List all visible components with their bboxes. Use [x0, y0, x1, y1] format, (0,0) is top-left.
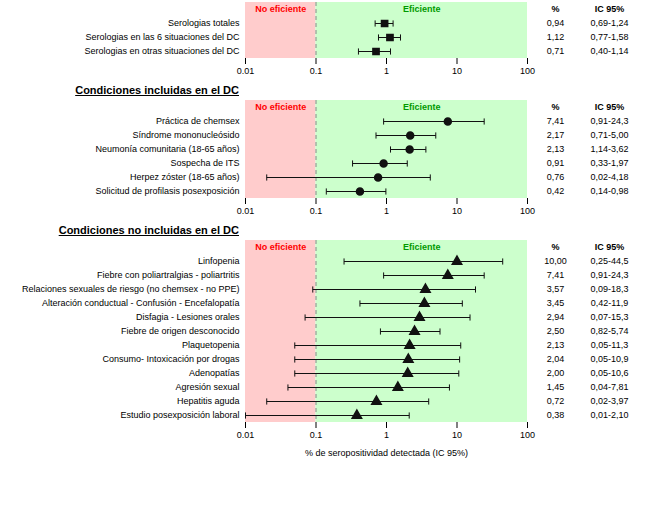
svg-text:1: 1 — [384, 66, 389, 76]
svg-text:0,25-44,5: 0,25-44,5 — [590, 256, 628, 266]
svg-text:100: 100 — [520, 430, 535, 440]
svg-text:7,41: 7,41 — [547, 116, 565, 126]
svg-text:Fiebre de origen desconocido: Fiebre de origen desconocido — [121, 326, 240, 336]
svg-text:0,42-11,9: 0,42-11,9 — [591, 298, 628, 308]
svg-text:Práctica de chemsex: Práctica de chemsex — [156, 116, 240, 126]
svg-text:1,45: 1,45 — [547, 382, 565, 392]
svg-text:Linfopenia: Linfopenia — [198, 256, 240, 266]
svg-text:Fiebre con poliartralgias - po: Fiebre con poliartralgias - poliartritis — [97, 270, 240, 280]
svg-text:0.1: 0.1 — [310, 430, 323, 440]
svg-text:0,69-1,24: 0,69-1,24 — [590, 18, 628, 28]
svg-text:%: % — [551, 242, 559, 252]
svg-text:IC 95%: IC 95% — [595, 102, 625, 112]
svg-text:2,04: 2,04 — [547, 354, 565, 364]
svg-text:0,04-7,81: 0,04-7,81 — [590, 382, 628, 392]
svg-text:0,01-2,10: 0,01-2,10 — [590, 410, 628, 420]
svg-text:0,09-18,3: 0,09-18,3 — [590, 284, 628, 294]
svg-text:0.1: 0.1 — [310, 66, 323, 76]
svg-text:Relaciones sexuales de riesgo: Relaciones sexuales de riesgo (no chemse… — [22, 284, 240, 294]
svg-text:10: 10 — [452, 206, 462, 216]
svg-text:0.1: 0.1 — [310, 206, 323, 216]
svg-text:2,13: 2,13 — [547, 144, 565, 154]
svg-text:0,72: 0,72 — [547, 396, 565, 406]
svg-text:Serologias totales: Serologias totales — [168, 18, 240, 28]
svg-text:0,05-10,9: 0,05-10,9 — [590, 354, 628, 364]
svg-text:No eficiente: No eficiente — [255, 242, 306, 252]
svg-text:IC 95%: IC 95% — [595, 4, 625, 14]
svg-text:0,05-11,3: 0,05-11,3 — [591, 340, 628, 350]
svg-text:2,00: 2,00 — [547, 368, 565, 378]
svg-text:Adenopatías: Adenopatías — [189, 368, 240, 378]
svg-text:100: 100 — [520, 66, 535, 76]
svg-text:% de seropositividad detectada: % de seropositividad detectada (IC 95%) — [305, 448, 468, 458]
svg-text:0,71-5,00: 0,71-5,00 — [590, 130, 628, 140]
svg-text:No eficiente: No eficiente — [255, 102, 306, 112]
svg-text:1,12: 1,12 — [547, 32, 565, 42]
svg-text:Plaquetopenia: Plaquetopenia — [182, 340, 240, 350]
svg-text:IC 95%: IC 95% — [595, 242, 625, 252]
html-text:Condiciones incluidas en el DC: Condiciones incluidas en el DC — [75, 84, 239, 96]
svg-text:0,40-1,14: 0,40-1,14 — [590, 46, 628, 56]
svg-text:0,02-3,97: 0,02-3,97 — [590, 396, 628, 406]
svg-text:0,07-15,3: 0,07-15,3 — [590, 312, 628, 322]
svg-text:Serologias en las 6 situacione: Serologias en las 6 situaciones del DC — [85, 32, 240, 42]
svg-text:Sospecha de ITS: Sospecha de ITS — [170, 158, 239, 168]
svg-text:Solicitud de profilasis posexp: Solicitud de profilasis posexposición — [95, 186, 239, 196]
svg-text:Disfagia - Lesiones orales: Disfagia - Lesiones orales — [136, 312, 240, 322]
svg-text:0,02-4,18: 0,02-4,18 — [590, 172, 628, 182]
svg-text:0,42: 0,42 — [547, 186, 565, 196]
svg-text:0,77-1,58: 0,77-1,58 — [590, 32, 628, 42]
svg-text:0,14-0,98: 0,14-0,98 — [590, 186, 628, 196]
svg-text:Hepatitis aguda: Hepatitis aguda — [177, 396, 240, 406]
svg-text:Alteración conductual - Confus: Alteración conductual - Confusión - Ence… — [42, 298, 240, 308]
svg-text:0,82-5,74: 0,82-5,74 — [590, 326, 628, 336]
svg-text:7,41: 7,41 — [547, 270, 565, 280]
svg-text:3,57: 3,57 — [547, 284, 565, 294]
svg-text:0.01: 0.01 — [237, 206, 255, 216]
svg-text:3,45: 3,45 — [547, 298, 565, 308]
svg-text:Estudio posexposición laboral: Estudio posexposición laboral — [120, 410, 239, 420]
svg-text:0.01: 0.01 — [237, 430, 255, 440]
svg-text:Neumonía comunitaria (18-65 añ: Neumonía comunitaria (18-65 años) — [95, 144, 239, 154]
svg-text:Serologias en otras situacione: Serologias en otras situaciones del DC — [84, 46, 240, 56]
svg-text:2,17: 2,17 — [547, 130, 565, 140]
svg-text:Eficiente: Eficiente — [403, 102, 441, 112]
svg-text:Herpez zóster (18-65 años): Herpez zóster (18-65 años) — [130, 172, 240, 182]
svg-text:Consumo- Intoxicación por drog: Consumo- Intoxicación por drogas — [102, 354, 240, 364]
svg-text:0.01: 0.01 — [237, 66, 255, 76]
svg-text:Eficiente: Eficiente — [403, 4, 441, 14]
svg-text:%: % — [551, 102, 559, 112]
svg-text:0,91-24,3: 0,91-24,3 — [590, 270, 628, 280]
svg-text:%: % — [551, 4, 559, 14]
svg-text:Síndrome mononucleósido: Síndrome mononucleósido — [132, 130, 239, 140]
svg-text:0,33-1,97: 0,33-1,97 — [590, 158, 628, 168]
svg-text:0,91: 0,91 — [547, 158, 565, 168]
svg-text:0,38: 0,38 — [547, 410, 565, 420]
svg-text:2,94: 2,94 — [547, 312, 565, 322]
svg-text:0,76: 0,76 — [547, 172, 565, 182]
svg-text:1: 1 — [384, 206, 389, 216]
svg-text:Eficiente: Eficiente — [403, 242, 441, 252]
svg-text:1: 1 — [384, 430, 389, 440]
svg-text:100: 100 — [520, 206, 535, 216]
svg-text:2,13: 2,13 — [547, 340, 565, 350]
svg-text:10: 10 — [452, 66, 462, 76]
svg-text:0,91-24,3: 0,91-24,3 — [590, 116, 628, 126]
svg-text:2,50: 2,50 — [547, 326, 565, 336]
svg-text:Agresión sexual: Agresión sexual — [175, 382, 239, 392]
html-text:Condiciones no incluidas en el: Condiciones no incluidas en el DC — [58, 224, 239, 236]
svg-text:0,05-10,6: 0,05-10,6 — [590, 368, 628, 378]
svg-text:1,14-3,62: 1,14-3,62 — [590, 144, 628, 154]
svg-text:0,94: 0,94 — [547, 18, 565, 28]
svg-text:No eficiente: No eficiente — [255, 4, 306, 14]
svg-text:10: 10 — [452, 430, 462, 440]
svg-text:0,71: 0,71 — [547, 46, 565, 56]
svg-text:10,00: 10,00 — [544, 256, 567, 266]
